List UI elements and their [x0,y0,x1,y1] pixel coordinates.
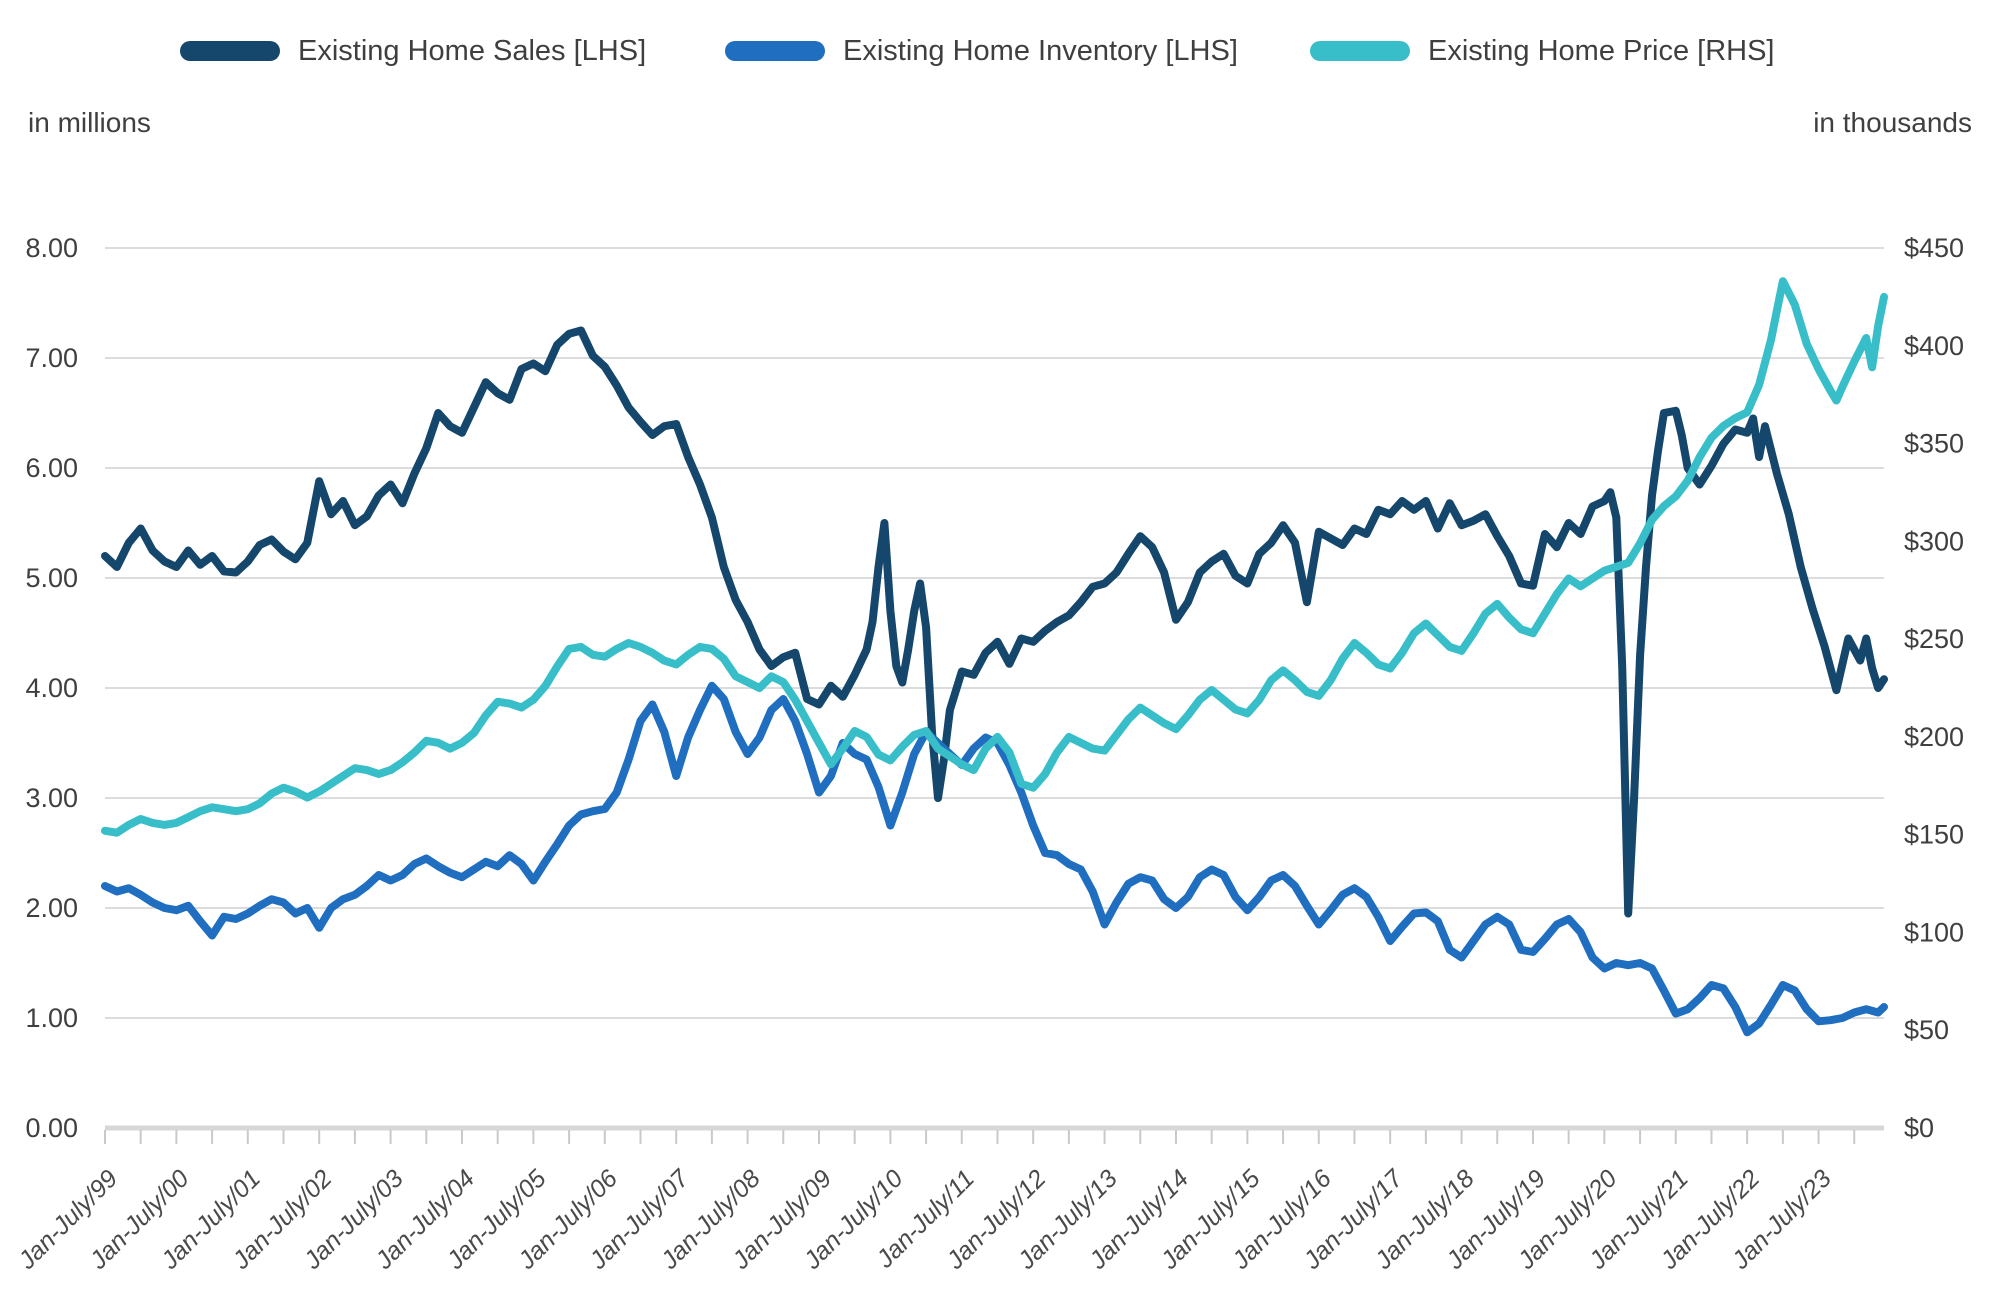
legend-label-inventory: Existing Home Inventory [LHS] [843,34,1238,67]
svg-text:8.00: 8.00 [25,233,78,263]
svg-text:5.00: 5.00 [25,563,78,593]
legend-label-sales: Existing Home Sales [LHS] [298,34,647,67]
left-axis-unit-label: in millions [28,107,151,138]
x-axis-tick-marks [104,1130,1856,1144]
svg-text:2.00: 2.00 [25,893,78,923]
legend-item-price: Existing Home Price [RHS] [1310,34,1775,67]
svg-text:3.00: 3.00 [25,783,78,813]
right-axis-unit-label: in thousands [1813,107,1972,138]
svg-text:$100: $100 [1904,917,1964,947]
svg-text:$250: $250 [1904,624,1964,654]
svg-text:$400: $400 [1904,331,1964,361]
chart-legend: Existing Home Sales [LHS] Existing Home … [0,34,2000,67]
legend-item-sales: Existing Home Sales [LHS] [180,34,647,67]
svg-text:$200: $200 [1904,722,1964,752]
right-axis-tick-labels: $450 $400 $350 $300 $250 $200 $150 $100 $50 $0 [1904,233,1964,1143]
legend-label-price: Existing Home Price [RHS] [1428,34,1775,67]
svg-text:$150: $150 [1904,820,1964,850]
svg-text:$300: $300 [1904,526,1964,556]
svg-text:$350: $350 [1904,429,1964,459]
svg-text:4.00: 4.00 [25,673,78,703]
inventory-line-swatch-icon [725,41,825,61]
svg-text:1.00: 1.00 [25,1003,78,1033]
gridlines [105,247,1884,1131]
series-lines [101,277,1888,1037]
svg-text:0.00: 0.00 [25,1113,78,1143]
svg-text:$0: $0 [1904,1113,1934,1143]
svg-text:6.00: 6.00 [25,453,78,483]
legend-item-inventory: Existing Home Inventory [LHS] [725,34,1238,67]
price-line-swatch-icon [1310,41,1410,61]
sales-line-swatch-icon [180,41,280,61]
svg-text:7.00: 7.00 [25,343,78,373]
x-axis-tick-labels: Jan-July/99Jan-July/00Jan-July/01Jan-Jul… [12,1164,1837,1276]
svg-text:$450: $450 [1904,233,1964,263]
left-axis-tick-labels: 8.00 7.00 6.00 5.00 4.00 3.00 2.00 1.00 0.00 [25,233,78,1143]
svg-text:$50: $50 [1904,1015,1949,1045]
